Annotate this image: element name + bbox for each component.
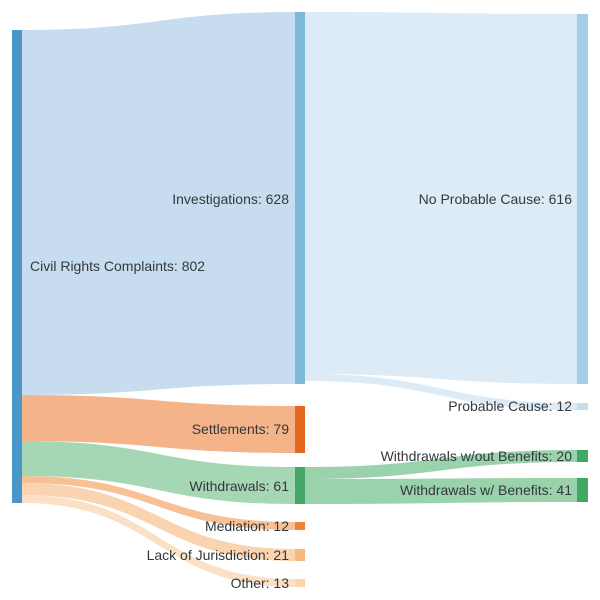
- node-civil-rights-complaints[interactable]: [12, 30, 22, 503]
- label-lack-of-jurisdiction: Lack of Jurisdiction: 21: [147, 547, 290, 563]
- label-no-probable-cause: No Probable Cause: 616: [419, 191, 573, 207]
- sankey-nodes: [12, 12, 588, 587]
- flow-complaints-withdrawals[interactable]: [22, 441, 295, 504]
- label-settlements: Settlements: 79: [192, 421, 289, 437]
- flow-withdrawals-w-benefits[interactable]: [305, 478, 577, 504]
- label-withdrawals: Withdrawals: 61: [189, 478, 289, 494]
- sankey-labels: Civil Rights Complaints: 802 Investigati…: [30, 191, 572, 591]
- node-probable-cause[interactable]: [577, 403, 588, 410]
- label-withdrawals-w-benefits: Withdrawals w/ Benefits: 41: [400, 482, 572, 498]
- flow-complaints-lack-of-jurisdiction[interactable]: [22, 483, 295, 561]
- label-mediation: Mediation: 12: [205, 518, 289, 534]
- node-investigations[interactable]: [295, 12, 305, 384]
- label-civil-rights-complaints: Civil Rights Complaints: 802: [30, 258, 205, 274]
- node-withdrawals-w-benefits[interactable]: [577, 478, 588, 502]
- flow-withdrawals-wout-benefits[interactable]: [305, 450, 577, 479]
- label-other: Other: 13: [231, 575, 290, 591]
- node-no-probable-cause[interactable]: [577, 14, 588, 384]
- node-other[interactable]: [295, 579, 305, 587]
- label-investigations: Investigations: 628: [172, 191, 289, 207]
- sankey-links: [22, 12, 577, 587]
- node-withdrawals[interactable]: [295, 467, 305, 504]
- flow-complaints-other[interactable]: [22, 495, 295, 587]
- node-mediation[interactable]: [295, 522, 305, 530]
- label-probable-cause: Probable Cause: 12: [448, 398, 572, 414]
- label-withdrawals-wout-benefits: Withdrawals w/out Benefits: 20: [381, 448, 573, 464]
- flow-complaints-settlements[interactable]: [22, 395, 295, 453]
- flow-investigations-no-probable-cause[interactable]: [305, 12, 577, 384]
- node-withdrawals-wout-benefits[interactable]: [577, 450, 588, 462]
- node-settlements[interactable]: [295, 406, 305, 453]
- flow-complaints-mediation[interactable]: [22, 476, 295, 530]
- flow-investigations-probable-cause[interactable]: [305, 374, 577, 410]
- node-lack-of-jurisdiction[interactable]: [295, 549, 305, 561]
- flow-complaints-investigations[interactable]: [22, 12, 295, 395]
